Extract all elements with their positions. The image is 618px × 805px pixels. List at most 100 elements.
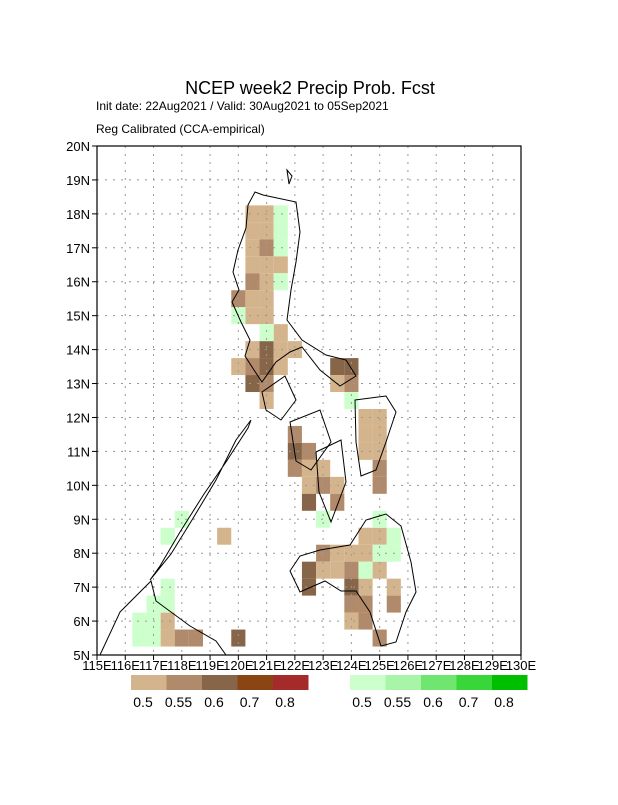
legend-label: 0.7 <box>240 694 260 710</box>
x-tick-label: 119E <box>195 658 225 673</box>
legend-label: 0.8 <box>275 694 295 710</box>
prob-cell <box>245 375 260 393</box>
y-tick-label: 10N <box>66 478 90 493</box>
prob-cell <box>386 527 401 545</box>
x-tick-label: 118E <box>167 658 197 673</box>
prob-cell <box>358 544 373 562</box>
prob-cell <box>316 476 331 494</box>
prob-cell <box>146 629 161 647</box>
y-tick-label: 18N <box>66 207 90 222</box>
legend-swatch <box>202 675 238 690</box>
legend-label: 0.55 <box>384 694 411 710</box>
prob-cell <box>330 493 345 511</box>
x-tick-label: 126E <box>393 658 424 673</box>
prob-cell <box>372 510 387 528</box>
legend-swatch <box>131 675 167 690</box>
x-tick-label: 115E <box>82 658 112 673</box>
prob-cell <box>160 612 175 630</box>
prob-cell <box>358 425 373 443</box>
legend-swatch <box>237 675 273 690</box>
prob-cell <box>273 256 288 274</box>
x-tick-label: 127E <box>421 658 452 673</box>
subtitle: Init date: 22Aug2021 / Valid: 30Aug2021 … <box>96 99 389 113</box>
prob-cell <box>231 629 246 647</box>
title: NCEP week2 Precip Prob. Fcst <box>185 78 435 98</box>
y-tick-label: 17N <box>66 241 90 256</box>
prob-cell <box>372 408 387 426</box>
y-tick-label: 16N <box>66 275 90 290</box>
x-tick-label: 121E <box>251 658 282 673</box>
method: Reg Calibrated (CCA-empirical) <box>96 122 265 136</box>
prob-cell <box>245 222 260 240</box>
prob-cell <box>160 595 175 613</box>
prob-cell <box>358 561 373 579</box>
x-tick-label: 117E <box>139 658 169 673</box>
prob-cell <box>372 459 387 477</box>
map-frame <box>96 145 522 656</box>
y-tick-label: 11N <box>67 444 90 459</box>
prob-cell <box>188 629 203 647</box>
legend-swatch <box>456 675 492 690</box>
prob-cell <box>245 256 260 274</box>
y-tick-label: 8N <box>73 546 90 561</box>
coastline <box>99 168 417 655</box>
prob-cell <box>259 324 274 342</box>
prob-cell <box>358 442 373 460</box>
prob-cell <box>273 273 288 291</box>
prob-cell <box>358 578 373 596</box>
prob-cell <box>372 629 387 647</box>
legend-label: 0.55 <box>165 694 192 710</box>
prob-cell <box>259 222 274 240</box>
y-tick-label: 12N <box>66 410 90 425</box>
prob-cell <box>160 527 175 545</box>
prob-cell <box>372 476 387 494</box>
prob-cell <box>160 578 175 596</box>
prob-cell <box>316 459 331 477</box>
prob-cell <box>273 358 288 376</box>
prob-cell <box>245 290 260 308</box>
legend-label: 0.6 <box>423 694 443 710</box>
y-tick-label: 14N <box>66 343 90 358</box>
legend-swatch <box>350 675 386 690</box>
legend-swatch <box>166 675 202 690</box>
prob-cell <box>316 510 331 528</box>
prob-cell <box>372 544 387 562</box>
x-tick-label: 124E <box>336 658 367 673</box>
legend-swatch <box>421 675 457 690</box>
y-tick-label: 6N <box>73 614 90 629</box>
y-tick-label: 9N <box>73 512 90 527</box>
prob-cell <box>344 375 359 393</box>
prob-cell <box>301 493 317 511</box>
prob-cell <box>358 527 373 545</box>
x-tick-label: 130E <box>506 658 537 673</box>
prob-cell <box>372 527 387 545</box>
legend-label: 0.5 <box>133 694 153 710</box>
prob-cell <box>386 595 401 613</box>
x-tick-label: 122E <box>280 658 311 673</box>
prob-cell <box>146 595 161 613</box>
prob-cell <box>231 358 246 376</box>
legend-label: 0.8 <box>494 694 514 710</box>
prob-cell <box>132 612 147 630</box>
prob-cell <box>160 629 175 647</box>
x-tick-label: 116E <box>111 658 141 673</box>
prob-cell <box>273 239 288 257</box>
prob-cell <box>174 629 189 647</box>
prob-cell <box>273 324 288 342</box>
prob-cell <box>259 256 274 274</box>
prob-cell <box>245 273 260 291</box>
legend-label: 0.5 <box>352 694 372 710</box>
prob-cell <box>358 612 373 630</box>
prob-cell <box>273 341 288 359</box>
grid-layer: 115E116E117E118E119E120E121E122E123E124E… <box>66 139 536 673</box>
prob-cell <box>330 358 345 376</box>
prob-cell <box>287 459 302 477</box>
legend-swatch <box>385 675 421 690</box>
prob-cell <box>217 527 232 545</box>
x-tick-label: 123E <box>308 658 339 673</box>
prob-cell <box>132 629 147 647</box>
y-tick-label: 7N <box>73 580 90 595</box>
x-tick-label: 120E <box>223 658 254 673</box>
legend-swatch <box>273 675 309 690</box>
